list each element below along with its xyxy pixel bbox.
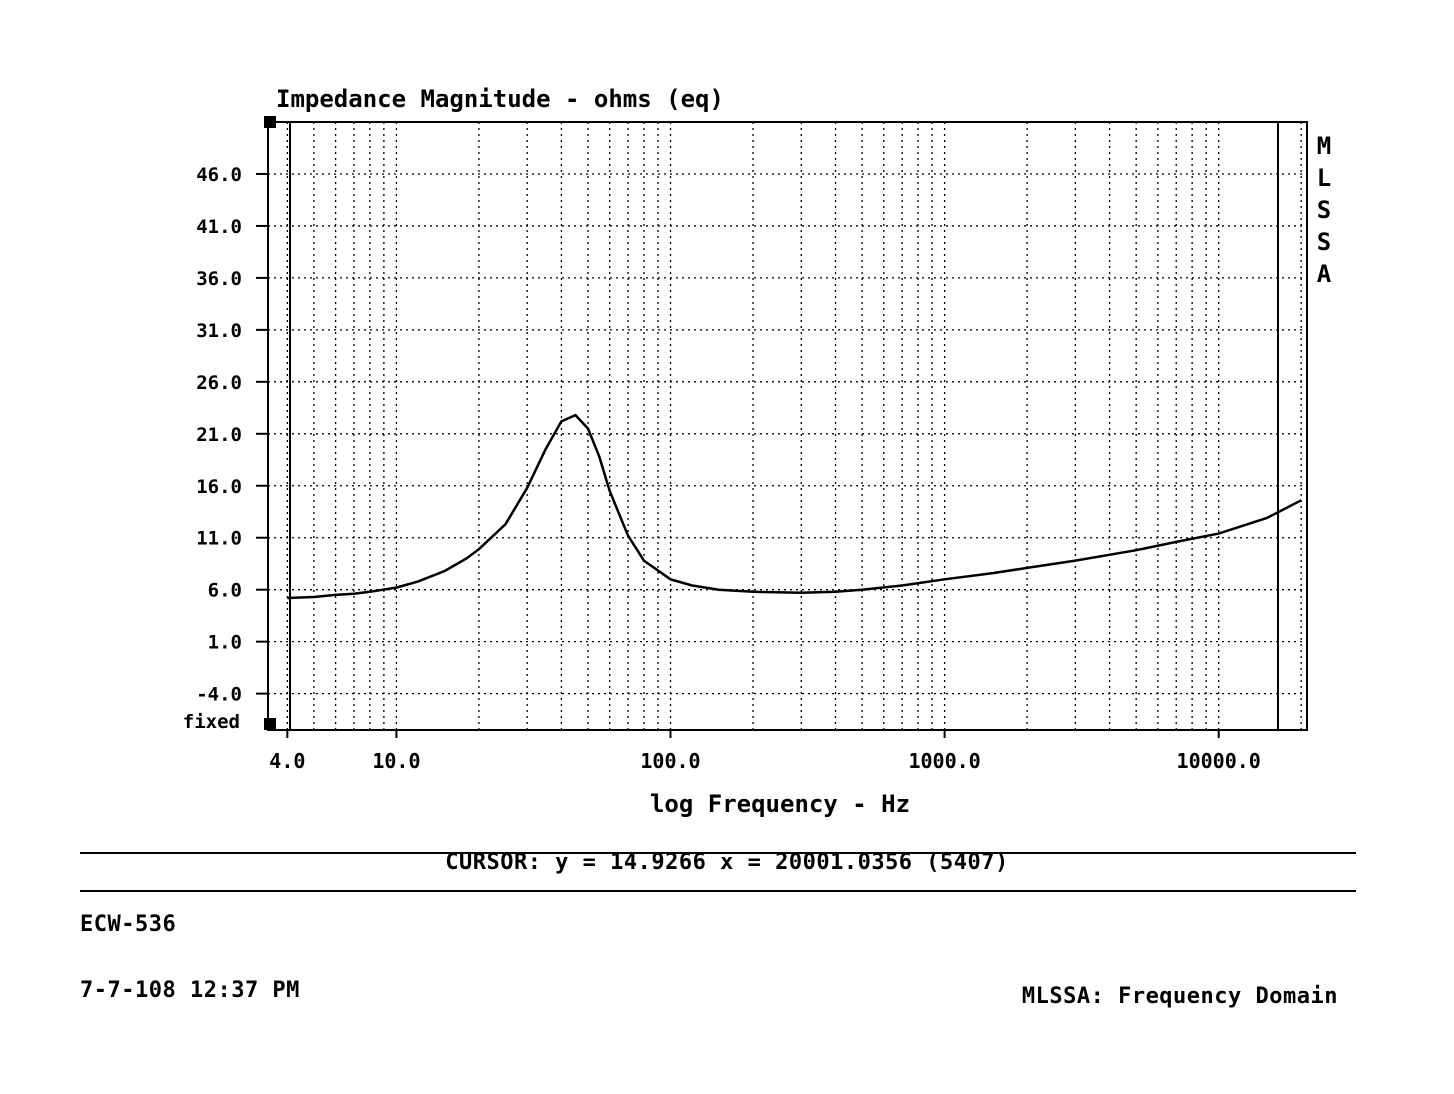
side-label-letter: M: [1317, 132, 1331, 160]
top-marker-icon: [264, 116, 276, 128]
y-axis-ticks: 46.0 41.0 36.0 31.0 26.0 21.0 16.0 11.0 6.0 1.0 -4…: [196, 164, 268, 706]
chart-title: Impedance Magnitude - ohms (eq): [276, 85, 724, 113]
x-tick-label: 100.0: [640, 749, 700, 773]
cursor-bottom-rule: [80, 890, 1356, 892]
side-label-letter: L: [1317, 164, 1331, 192]
y-tick-label: 16.0: [196, 476, 242, 498]
cursor-readout: CURSOR: y = 14.9266 x = 20001.0356 (5407…: [445, 850, 1009, 875]
plot-frame: [267, 121, 1308, 731]
x-tick-label: 1000.0: [908, 749, 980, 773]
y-tick-label: 41.0: [196, 216, 242, 238]
y-axis-fixed-label: fixed: [183, 711, 240, 733]
x-tick-label: 10000.0: [1177, 749, 1261, 773]
y-tick-label: -4.0: [196, 684, 242, 706]
grid-lines: [268, 122, 1307, 730]
device-id: ECW-536: [80, 912, 177, 937]
bottom-marker-icon: [264, 718, 276, 730]
side-label-letter: S: [1317, 228, 1331, 256]
y-tick-label: 36.0: [196, 268, 242, 290]
x-axis-ticks: 4.0 10.0 100.0 1000.0 10000.0: [269, 730, 1261, 773]
mode-label: MLSSA: Frequency Domain: [1021, 984, 1338, 1009]
x-axis-label: log Frequency - Hz: [650, 790, 910, 818]
y-tick-label: 26.0: [196, 372, 242, 394]
side-label-letter: S: [1317, 196, 1331, 224]
impedance-chart: Impedance Magnitude - ohms (eq) 46.0 41.0…: [183, 85, 1332, 818]
impedance-series-line: [287, 413, 1302, 600]
side-label-letter: A: [1317, 260, 1332, 288]
mlssa-side-label: MLSSA: [1317, 132, 1332, 288]
y-tick-label: 1.0: [208, 632, 242, 654]
y-tick-label: 6.0: [208, 580, 242, 602]
y-tick-label: 31.0: [196, 320, 242, 342]
y-tick-label: 46.0: [196, 164, 242, 186]
timestamp: 7-7-108 12:37 PM: [80, 978, 300, 1003]
y-tick-label: 11.0: [196, 528, 242, 550]
y-tick-label: 21.0: [196, 424, 242, 446]
x-tick-label: 10.0: [372, 749, 420, 773]
cursor-top-rule: [80, 852, 1356, 854]
x-tick-label: 4.0: [269, 749, 305, 773]
